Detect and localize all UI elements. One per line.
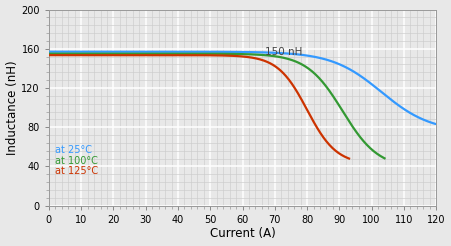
Y-axis label: Inductance (nH): Inductance (nH) xyxy=(5,60,18,155)
Text: at 25°C: at 25°C xyxy=(55,145,92,155)
Text: 150 nH: 150 nH xyxy=(265,46,303,57)
X-axis label: Current (A): Current (A) xyxy=(210,228,276,240)
Text: at 125°C: at 125°C xyxy=(55,166,98,176)
Text: at 100°C: at 100°C xyxy=(55,155,98,166)
